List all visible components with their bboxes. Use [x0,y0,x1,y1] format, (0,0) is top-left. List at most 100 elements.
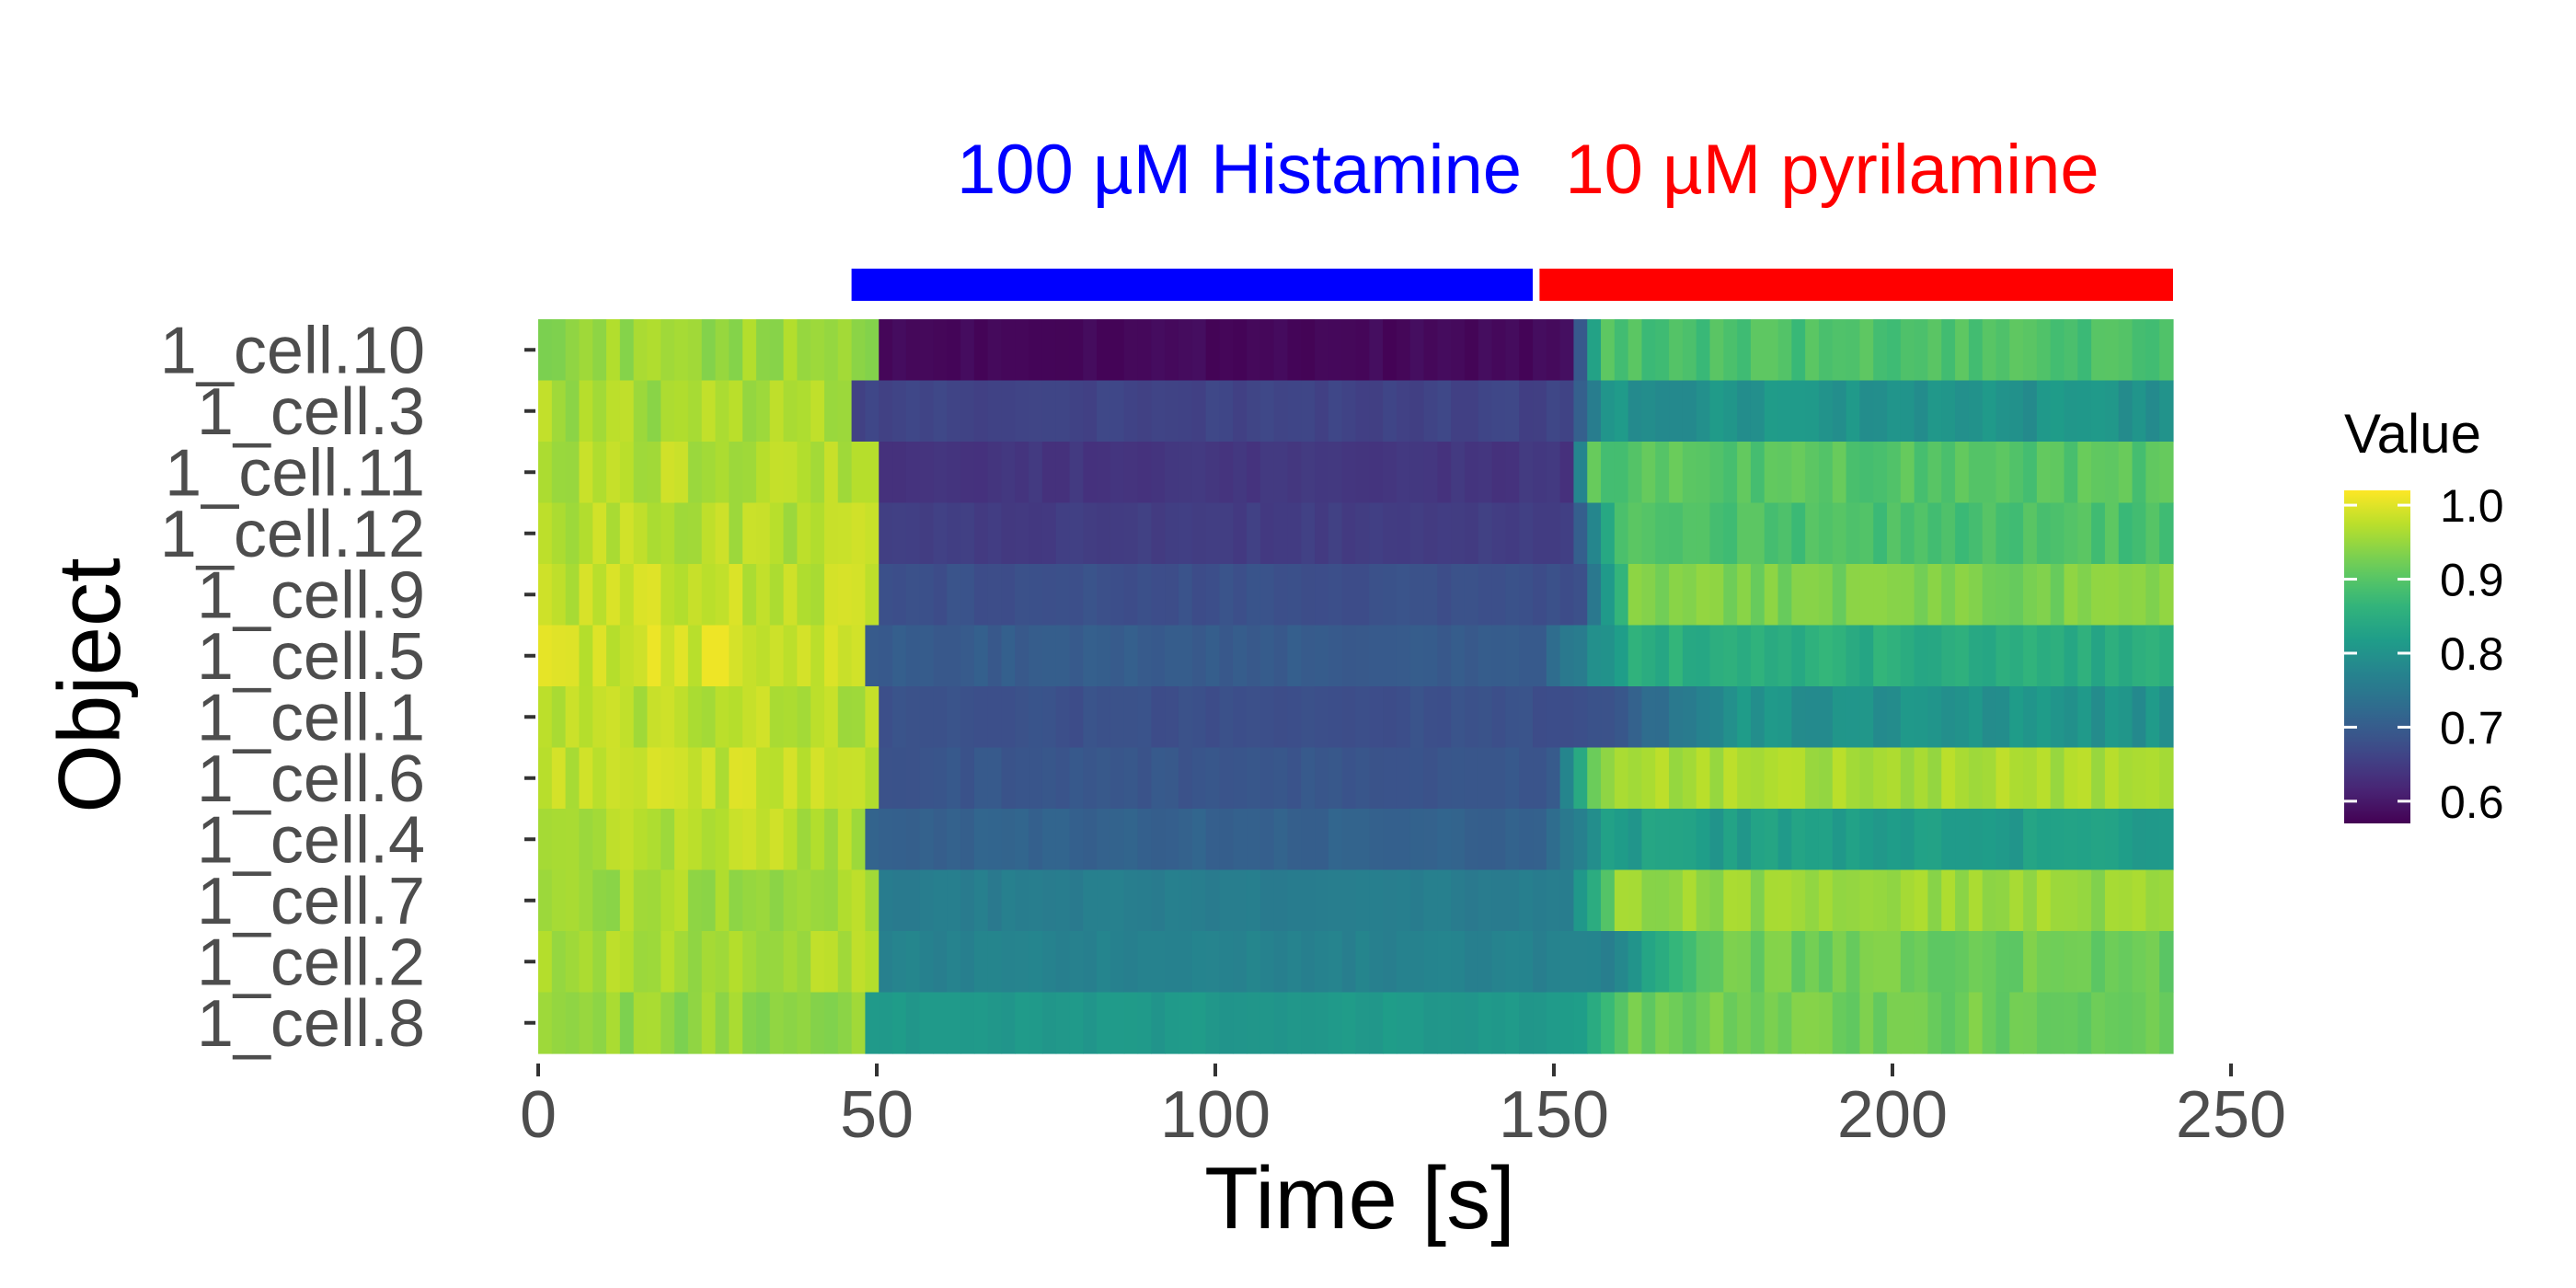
heatmap-cell [1301,809,1316,871]
heatmap-cell [1777,747,1792,810]
heatmap-cell [1941,380,1956,443]
heatmap-cell [1301,686,1316,749]
heatmap-cell [1423,809,1438,871]
heatmap-cell [1055,502,1071,565]
heatmap-cell [647,747,661,810]
heatmap-cell [729,686,743,749]
heatmap-cell [1001,319,1016,382]
heatmap-cell [783,319,798,382]
heatmap-cell [1110,564,1125,627]
heatmap-cell [755,686,771,749]
heatmap-cell [1355,869,1370,932]
heatmap-cell [551,564,567,627]
heatmap-cell [1097,442,1111,504]
heatmap-cell [606,442,621,504]
heatmap-cell [1409,992,1425,1054]
heatmap-cell [551,931,567,994]
heatmap-cell [1696,502,1711,565]
heatmap-cell [1900,502,1915,565]
heatmap-cell [769,502,785,565]
heatmap-cell [1301,931,1316,994]
heatmap-cell [1287,442,1302,504]
heatmap-cell [1069,809,1084,871]
heatmap-cell [619,502,635,565]
heatmap-cell [1682,319,1697,382]
y-tick-label: 1_cell.2 [197,926,425,999]
heatmap-cell [2104,442,2120,504]
heatmap-cell [1029,686,1043,749]
heatmap-cell [1151,319,1166,382]
heatmap-cell [879,442,893,504]
heatmap-cell [2023,931,2038,994]
heatmap-cell [919,380,935,443]
heatmap-cell [987,319,1003,382]
heatmap-cell [1383,502,1397,565]
heatmap-cell [619,380,635,443]
heatmap-cell [1041,442,1057,504]
heatmap-cell [1273,992,1289,1054]
heatmap-cell [960,442,975,504]
heatmap-cell [1887,319,1902,382]
heatmap-cell [783,625,798,687]
heatmap-cell [1669,869,1684,932]
heatmap-cell [1205,686,1221,749]
heatmap-cell [1505,502,1520,565]
heatmap-cell [783,502,798,565]
heatmap-cell [1805,380,1820,443]
heatmap-cell [1083,809,1098,871]
heatmap-cell [1383,319,1397,382]
heatmap-cell [1914,442,1929,504]
heatmap-cell [1069,380,1084,443]
heatmap-cell [865,442,880,504]
heatmap-cell [755,380,771,443]
heatmap-cell [1233,931,1248,994]
heatmap-cell [2132,992,2146,1054]
x-axis-title: Time [s] [1204,1149,1515,1248]
heatmap-cell [701,686,717,749]
y-tick-label: 1_cell.4 [197,803,425,877]
heatmap-cell [1682,992,1697,1054]
heatmap-cell [892,992,907,1054]
heatmap-cell [879,686,893,749]
heatmap-cell [1287,625,1302,687]
heatmap-cell [1846,809,1861,871]
heatmap-cell [1655,747,1670,810]
heatmap-cell [1546,564,1561,627]
heatmap-cell [2132,564,2146,627]
heatmap-cell [1750,625,1765,687]
heatmap-cell [565,992,581,1054]
heatmap-cell [1001,747,1016,810]
heatmap-cell [2118,992,2133,1054]
heatmap-cell [1995,319,2010,382]
heatmap-cell [823,931,839,994]
heatmap-cell [661,992,675,1054]
heatmap-cell [1219,931,1234,994]
heatmap-cell [960,319,975,382]
heatmap-cell [1737,564,1752,627]
heatmap-cell [1041,380,1057,443]
heatmap-cell [1355,442,1370,504]
heatmap-cell [755,809,771,871]
heatmap-cell [1409,931,1425,994]
heatmap-cell [1015,992,1029,1054]
x-tick-label: 250 [2176,1078,2286,1152]
heatmap-cell [674,992,689,1054]
heatmap-cell [1409,686,1425,749]
heatmap-cell [1219,319,1234,382]
heatmap-cell [1110,686,1125,749]
heatmap-cell [1955,502,1970,565]
heatmap-cell [1805,319,1820,382]
heatmap-cell [742,931,757,994]
heatmap-cell [865,319,880,382]
heatmap-cell [1123,502,1139,565]
heatmap-cell [1614,319,1629,382]
heatmap-cell [729,931,743,994]
heatmap-cell [865,686,880,749]
heatmap-cell [1247,564,1261,627]
heatmap-cell [687,747,703,810]
heatmap-cell [1846,992,1861,1054]
x-tick-label: 0 [520,1078,557,1152]
heatmap-cell [1259,747,1275,810]
heatmap-cell [1015,686,1029,749]
heatmap-cell [1859,564,1874,627]
